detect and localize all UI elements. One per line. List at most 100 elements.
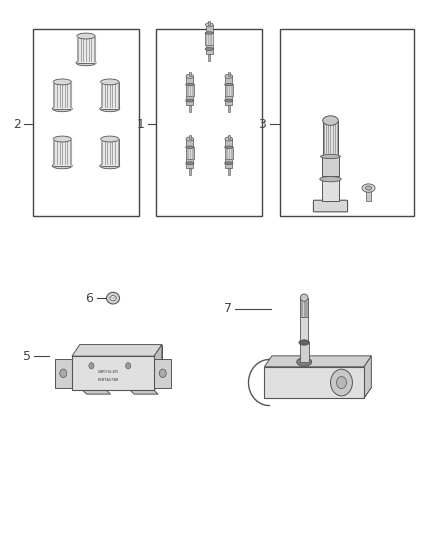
Ellipse shape xyxy=(225,99,233,102)
Ellipse shape xyxy=(186,162,194,165)
Bar xyxy=(322,179,339,201)
Bar xyxy=(225,139,232,147)
Bar xyxy=(189,72,191,76)
Ellipse shape xyxy=(101,79,119,85)
Ellipse shape xyxy=(76,60,96,66)
Circle shape xyxy=(89,362,94,369)
Text: CHRYSLER: CHRYSLER xyxy=(98,369,119,374)
FancyBboxPatch shape xyxy=(314,200,348,212)
Bar xyxy=(265,367,364,398)
Bar xyxy=(300,297,308,317)
Bar xyxy=(279,29,413,216)
Ellipse shape xyxy=(77,33,95,39)
Ellipse shape xyxy=(362,184,375,192)
Bar xyxy=(300,317,308,340)
Bar xyxy=(101,82,119,109)
Bar xyxy=(225,76,232,85)
Bar xyxy=(33,29,139,216)
Polygon shape xyxy=(72,344,162,356)
Ellipse shape xyxy=(53,79,71,85)
Ellipse shape xyxy=(225,74,233,78)
Bar xyxy=(366,188,371,201)
Polygon shape xyxy=(265,356,371,367)
Polygon shape xyxy=(80,344,162,379)
Bar xyxy=(323,120,338,155)
Polygon shape xyxy=(364,356,371,398)
Text: PENTASTAR: PENTASTAR xyxy=(98,378,120,382)
Bar xyxy=(225,96,232,105)
Bar xyxy=(205,33,213,45)
Text: 1: 1 xyxy=(136,118,144,131)
Bar xyxy=(189,135,191,139)
Bar xyxy=(208,21,210,25)
Text: 6: 6 xyxy=(85,292,93,305)
Ellipse shape xyxy=(52,163,72,169)
Polygon shape xyxy=(83,391,110,394)
Ellipse shape xyxy=(225,162,233,165)
Bar xyxy=(300,343,309,362)
Bar xyxy=(186,159,193,168)
Ellipse shape xyxy=(299,340,310,345)
Ellipse shape xyxy=(186,99,194,102)
Ellipse shape xyxy=(186,74,194,78)
Ellipse shape xyxy=(186,146,194,149)
Text: 5: 5 xyxy=(23,350,31,362)
Ellipse shape xyxy=(225,137,233,141)
Ellipse shape xyxy=(205,47,213,51)
Bar xyxy=(186,85,194,96)
Polygon shape xyxy=(131,391,158,394)
Ellipse shape xyxy=(225,146,233,149)
Ellipse shape xyxy=(101,136,119,142)
Circle shape xyxy=(159,369,166,377)
Bar xyxy=(206,45,213,54)
Ellipse shape xyxy=(366,186,371,190)
Ellipse shape xyxy=(100,163,120,169)
Ellipse shape xyxy=(53,136,71,142)
Ellipse shape xyxy=(225,83,233,86)
Ellipse shape xyxy=(205,23,213,27)
Bar xyxy=(186,147,194,159)
Bar xyxy=(228,135,230,139)
Bar xyxy=(186,96,193,105)
Ellipse shape xyxy=(323,116,338,125)
Bar xyxy=(156,29,262,216)
Polygon shape xyxy=(265,387,371,398)
Bar xyxy=(189,168,191,175)
Circle shape xyxy=(126,362,131,369)
Bar xyxy=(101,139,119,166)
Circle shape xyxy=(60,369,67,377)
Bar xyxy=(228,105,230,112)
Text: 7: 7 xyxy=(224,302,232,315)
Polygon shape xyxy=(154,344,162,391)
Bar xyxy=(77,36,95,63)
Bar xyxy=(225,159,232,168)
Ellipse shape xyxy=(186,83,194,86)
Ellipse shape xyxy=(320,176,341,182)
Polygon shape xyxy=(55,359,72,388)
Ellipse shape xyxy=(297,358,312,366)
Polygon shape xyxy=(154,359,171,388)
Bar xyxy=(322,157,339,176)
Circle shape xyxy=(336,376,346,389)
Bar xyxy=(53,139,71,166)
Ellipse shape xyxy=(52,106,72,112)
Bar xyxy=(72,356,154,391)
Bar xyxy=(53,82,71,109)
Bar xyxy=(225,85,233,96)
Ellipse shape xyxy=(321,155,340,158)
Text: 2: 2 xyxy=(13,118,21,131)
Bar xyxy=(206,25,213,33)
Ellipse shape xyxy=(110,295,116,301)
Bar xyxy=(189,105,191,112)
Circle shape xyxy=(331,369,353,396)
Ellipse shape xyxy=(300,294,308,301)
Ellipse shape xyxy=(186,137,194,141)
Ellipse shape xyxy=(106,292,120,304)
Text: 3: 3 xyxy=(258,118,266,131)
Ellipse shape xyxy=(100,106,120,112)
Ellipse shape xyxy=(205,32,213,34)
Bar xyxy=(186,76,193,85)
Bar xyxy=(228,168,230,175)
Bar xyxy=(208,54,210,61)
Bar xyxy=(225,147,233,159)
